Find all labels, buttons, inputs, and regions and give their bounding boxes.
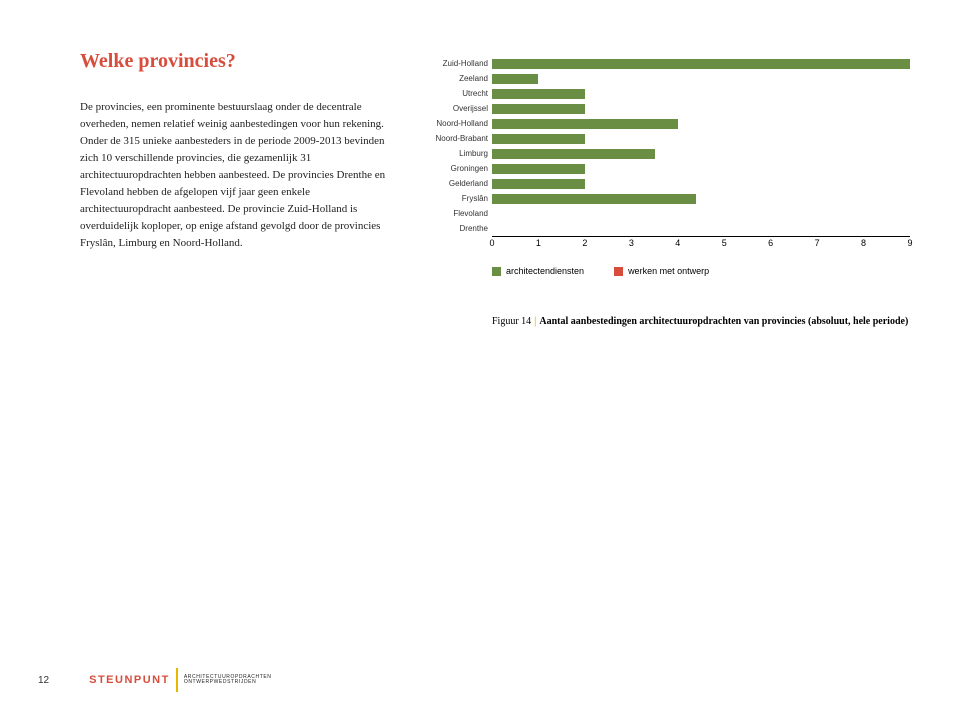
chart-row: Zeeland [420,71,910,86]
chart-tick: 3 [629,238,634,248]
chart-category-label: Zeeland [420,74,492,83]
brand-divider [176,668,178,692]
chart-bar-group [492,149,655,159]
chart-bar-group [492,179,585,189]
chart-row: Limburg [420,146,910,161]
bar-architectendiensten [492,194,696,204]
chart-row: Drenthe [420,221,910,236]
chart-tick: 2 [582,238,587,248]
chart-tick: 9 [907,238,912,248]
body-paragraph: De provincies, een prominente bestuursla… [80,99,390,252]
chart-bar-group [492,134,585,144]
chart-tick: 7 [815,238,820,248]
chart-bar-group [492,119,678,129]
bar-architectendiensten [492,59,910,69]
legend-item: architectendiensten [492,266,584,276]
chart-bar-group [492,194,696,204]
bar-architectendiensten [492,179,585,189]
legend-swatch [492,267,501,276]
chart-bar-group [492,89,585,99]
caption-prefix: Figuur 14 [492,316,531,327]
legend-swatch [614,267,623,276]
chart-category-label: Groningen [420,164,492,173]
chart-row: Noord-Brabant [420,131,910,146]
chart-bar-group [492,59,910,69]
chart-category-label: Gelderland [420,179,492,188]
brand-main: STEUNPUNT [89,674,170,686]
page-number: 12 [38,675,49,686]
bar-architectendiensten [492,164,585,174]
bar-architectendiensten [492,149,655,159]
bar-architectendiensten [492,104,585,114]
chart-row: Fryslân [420,191,910,206]
chart-bar-group [492,164,585,174]
chart-tick: 6 [768,238,773,248]
bar-architectendiensten [492,119,678,129]
brand-logo: STEUNPUNT ARCHITECTUUROPDRACHTEN ONTWERP… [89,668,271,692]
chart-row: Noord-Holland [420,116,910,131]
chart-tick: 5 [722,238,727,248]
page-footer: 12 STEUNPUNT ARCHITECTUUROPDRACHTEN ONTW… [38,668,272,692]
chart-tick: 4 [675,238,680,248]
brand-sub-line2: ONTWERPWEDSTRIJDEN [184,680,272,686]
chart-bar-group [492,104,585,114]
page-title: Welke provincies? [80,50,390,73]
chart-category-label: Utrecht [420,89,492,98]
chart-row: Flevoland [420,206,910,221]
chart-category-label: Noord-Holland [420,119,492,128]
caption-text: Aantal aanbestedingen architectuuropdrac… [539,316,908,327]
chart-legend: architectendiensten werken met ontwerp [492,266,910,276]
chart-category-label: Flevoland [420,209,492,218]
legend-item: werken met ontwerp [614,266,709,276]
chart-row: Gelderland [420,176,910,191]
chart-tick: 0 [489,238,494,248]
chart-category-label: Drenthe [420,224,492,233]
bar-architectendiensten [492,89,585,99]
chart-bar-group [492,74,538,84]
bar-chart: Zuid-Holland Zeeland Utrecht Overijssel Noor… [420,56,910,236]
figure-caption: Figuur 14|Aantal aanbestedingen architec… [492,316,910,327]
chart-tick: 1 [536,238,541,248]
bar-architectendiensten [492,134,585,144]
chart-category-label: Limburg [420,149,492,158]
legend-label: werken met ontwerp [628,266,709,276]
chart-category-label: Zuid-Holland [420,59,492,68]
chart-tick: 8 [861,238,866,248]
chart-category-label: Fryslân [420,194,492,203]
chart-category-label: Overijssel [420,104,492,113]
chart-row: Groningen [420,161,910,176]
chart-row: Utrecht [420,86,910,101]
chart-row: Zuid-Holland [420,56,910,71]
chart-category-label: Noord-Brabant [420,134,492,143]
bar-architectendiensten [492,74,538,84]
brand-sub: ARCHITECTUUROPDRACHTEN ONTWERPWEDSTRIJDE… [184,675,272,686]
chart-ticks: 0 1 2 3 4 5 6 7 8 9 [492,238,910,252]
legend-label: architectendiensten [506,266,584,276]
chart-row: Overijssel [420,101,910,116]
